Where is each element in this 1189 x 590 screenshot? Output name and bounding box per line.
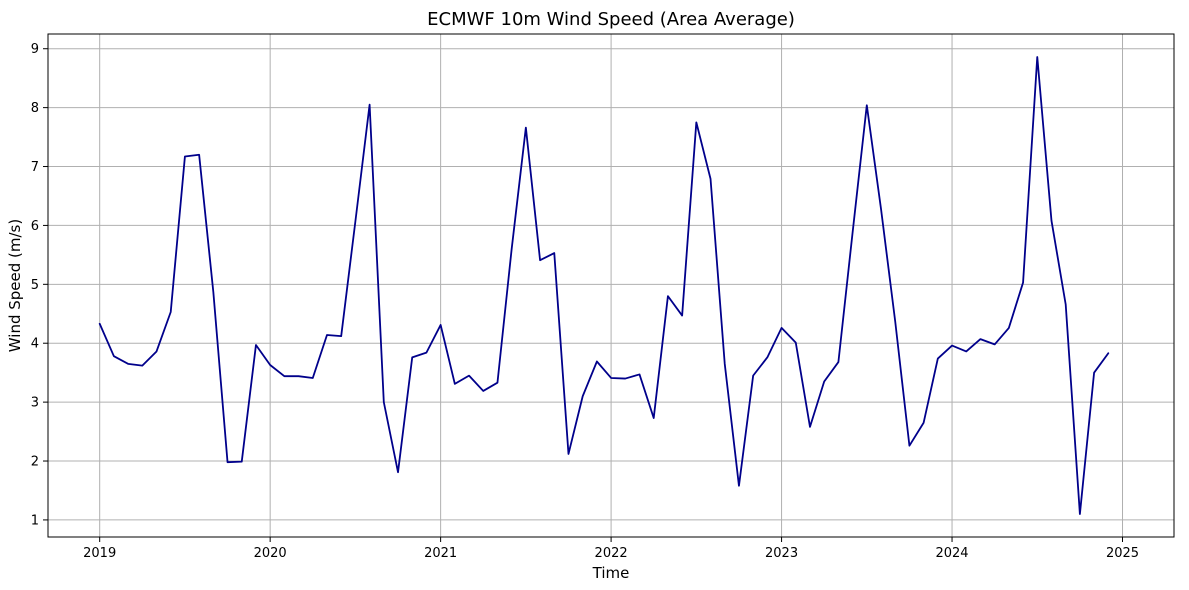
x-axis-label: Time xyxy=(592,564,630,582)
x-tick-label: 2025 xyxy=(1106,546,1139,561)
y-tick-label: 6 xyxy=(31,219,39,234)
y-tick-label: 1 xyxy=(31,513,39,528)
series-line xyxy=(98,56,1110,515)
y-tick-label: 2 xyxy=(31,455,39,470)
grid-lines xyxy=(48,34,1174,537)
series-layer xyxy=(98,56,1110,515)
x-tick-label: 2019 xyxy=(83,546,116,561)
y-tick-label: 8 xyxy=(31,101,39,116)
y-tick-label: 3 xyxy=(31,396,39,411)
x-tick-label: 2024 xyxy=(935,546,968,561)
y-tick-label: 9 xyxy=(31,42,39,57)
chart-title: ECMWF 10m Wind Speed (Area Average) xyxy=(427,9,795,30)
x-tick-label: 2020 xyxy=(254,546,287,561)
x-tick-label: 2023 xyxy=(765,546,798,561)
y-axis-label: Wind Speed (m/s) xyxy=(6,219,24,352)
x-tick-label: 2022 xyxy=(595,546,628,561)
axis-ticks: 2019 2020 2021 2022 2023 2024 2025 1 2 3 4 5 6 7 8 9 xyxy=(31,42,1139,561)
x-tick-label: 2021 xyxy=(424,546,457,561)
y-tick-label: 5 xyxy=(31,278,39,293)
y-tick-label: 4 xyxy=(31,337,39,352)
y-tick-label: 7 xyxy=(31,160,39,175)
